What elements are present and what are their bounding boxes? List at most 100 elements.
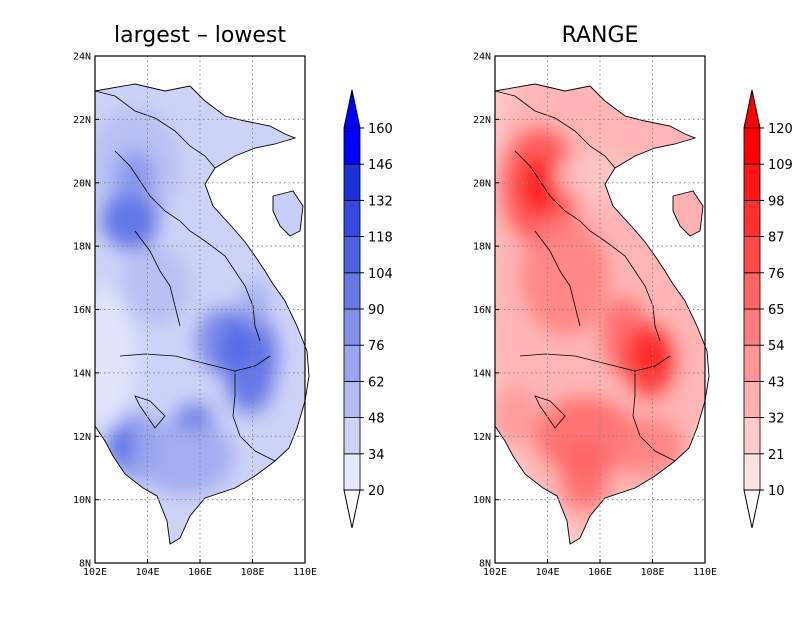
colorbar-segment bbox=[743, 380, 761, 418]
y-tick-label: 22N bbox=[73, 115, 91, 126]
colorbar-label: 48 bbox=[368, 412, 385, 427]
colorbar-segment bbox=[343, 417, 361, 455]
colorbar-segment bbox=[743, 453, 761, 491]
y-tick-label: 10N bbox=[473, 495, 491, 506]
panel-title-right: RANGE bbox=[562, 23, 639, 48]
y-tick-label: 12N bbox=[73, 432, 91, 443]
plot-area-left bbox=[94, 55, 310, 564]
panel-title-left: largest – lowest bbox=[114, 23, 286, 48]
x-tick-label: 104E bbox=[535, 567, 559, 578]
colorbar-label: 109 bbox=[768, 158, 793, 173]
colorbar-label: 120 bbox=[768, 122, 793, 137]
y-tick-label: 16N bbox=[473, 305, 491, 316]
field-blob bbox=[100, 191, 160, 251]
plot-area-right bbox=[494, 55, 710, 564]
field-blob bbox=[605, 416, 685, 476]
hainan-coastline bbox=[672, 190, 704, 237]
country-border bbox=[114, 150, 261, 342]
x-tick-label: 102E bbox=[483, 567, 507, 578]
x-tick-label: 108E bbox=[240, 567, 264, 578]
y-tick-label: 20N bbox=[73, 178, 91, 189]
contour-field-right bbox=[494, 56, 710, 563]
x-axis-ticks-right: 102E 104E 106E 108E 110E bbox=[483, 559, 717, 578]
colorbar-segment bbox=[343, 453, 361, 491]
country-border bbox=[134, 230, 181, 327]
colorbar-label: 43 bbox=[768, 375, 785, 390]
colorbar-segment bbox=[343, 308, 361, 346]
colorbar-label: 160 bbox=[368, 122, 393, 137]
gridlines-right bbox=[495, 56, 705, 563]
coastline bbox=[94, 83, 310, 545]
y-tick-label: 8N bbox=[79, 559, 91, 570]
field-blob bbox=[175, 401, 215, 431]
colorbar-label: 87 bbox=[768, 231, 785, 246]
colorbar-label: 132 bbox=[368, 194, 393, 209]
y-axis-ticks-left: 8N 10N 12N 14N 16N 18N 20N 22N 24N bbox=[73, 52, 99, 570]
colorbar-segment bbox=[743, 127, 761, 165]
country-border bbox=[534, 395, 566, 429]
y-axis-ticks-right: 8N 10N 12N 14N 16N 18N 20N 22N 24N bbox=[473, 52, 499, 570]
hainan-coastline bbox=[272, 190, 304, 237]
colorbar-label: 76 bbox=[368, 339, 385, 354]
colorbar-label: 54 bbox=[768, 339, 785, 354]
colorbar-label: 90 bbox=[368, 303, 385, 318]
colorbar-right: 10 21 32 43 54 65 76 87 98 109 120 bbox=[743, 89, 793, 529]
y-tick-label: 20N bbox=[473, 178, 491, 189]
coastline bbox=[494, 83, 710, 545]
y-tick-label: 18N bbox=[73, 242, 91, 253]
colorbar-segment bbox=[743, 417, 761, 455]
colorbar-segment bbox=[743, 272, 761, 310]
colorbar-segment bbox=[743, 236, 761, 274]
y-tick-label: 10N bbox=[73, 495, 91, 506]
x-tick-label: 110E bbox=[293, 567, 317, 578]
colorbar-label: 20 bbox=[368, 484, 385, 499]
y-tick-label: 14N bbox=[473, 368, 491, 379]
boundaries-right bbox=[494, 83, 710, 545]
colorbar-min-arrow bbox=[743, 489, 761, 529]
field-layer-right bbox=[495, 56, 705, 563]
field-blob bbox=[225, 356, 275, 416]
map-panel-left: largest – lowest 102E 104E 106E 108E 110E 8N… bbox=[73, 23, 393, 578]
gridlines-left bbox=[95, 56, 305, 563]
x-tick-label: 108E bbox=[640, 567, 664, 578]
colorbar-segment bbox=[343, 127, 361, 165]
x-tick-label: 102E bbox=[83, 567, 107, 578]
colorbar-label: 10 bbox=[768, 484, 785, 499]
country-border bbox=[134, 395, 166, 429]
colorbar-max-arrow bbox=[343, 89, 361, 129]
field-blob bbox=[520, 216, 610, 336]
x-tick-label: 110E bbox=[693, 567, 717, 578]
colorbar-segment bbox=[343, 199, 361, 237]
country-border bbox=[119, 353, 271, 372]
y-tick-label: 16N bbox=[73, 305, 91, 316]
y-tick-label: 14N bbox=[73, 368, 91, 379]
boundaries-left bbox=[94, 83, 310, 545]
y-tick-label: 8N bbox=[479, 559, 491, 570]
colorbar-label: 32 bbox=[768, 412, 785, 427]
colorbar-label: 118 bbox=[368, 231, 393, 246]
field-blob bbox=[520, 156, 560, 216]
colorbar-max-arrow bbox=[743, 89, 761, 129]
colorbar-label: 34 bbox=[368, 448, 385, 463]
field-blob bbox=[240, 281, 270, 331]
country-border bbox=[632, 371, 676, 462]
country-border bbox=[514, 150, 661, 342]
colorbar-left: 20 34 48 62 76 90 104 118 132 146 160 bbox=[343, 89, 393, 529]
x-axis-ticks-left: 102E 104E 106E 108E 110E bbox=[83, 559, 317, 578]
x-tick-label: 104E bbox=[135, 567, 159, 578]
colorbar-segment bbox=[343, 163, 361, 201]
colorbar-label: 65 bbox=[768, 303, 785, 318]
colorbar-segment bbox=[343, 236, 361, 274]
contour-field-left bbox=[94, 56, 310, 563]
country-border bbox=[94, 90, 216, 169]
colorbar-segment bbox=[743, 344, 761, 382]
colorbar-label: 146 bbox=[368, 158, 393, 173]
y-tick-label: 24N bbox=[73, 52, 91, 63]
country-border bbox=[494, 90, 616, 169]
x-tick-label: 106E bbox=[188, 567, 212, 578]
y-tick-label: 24N bbox=[473, 52, 491, 63]
field-blob bbox=[95, 286, 135, 426]
colorbar-min-arrow bbox=[343, 489, 361, 529]
x-tick-label: 106E bbox=[588, 567, 612, 578]
